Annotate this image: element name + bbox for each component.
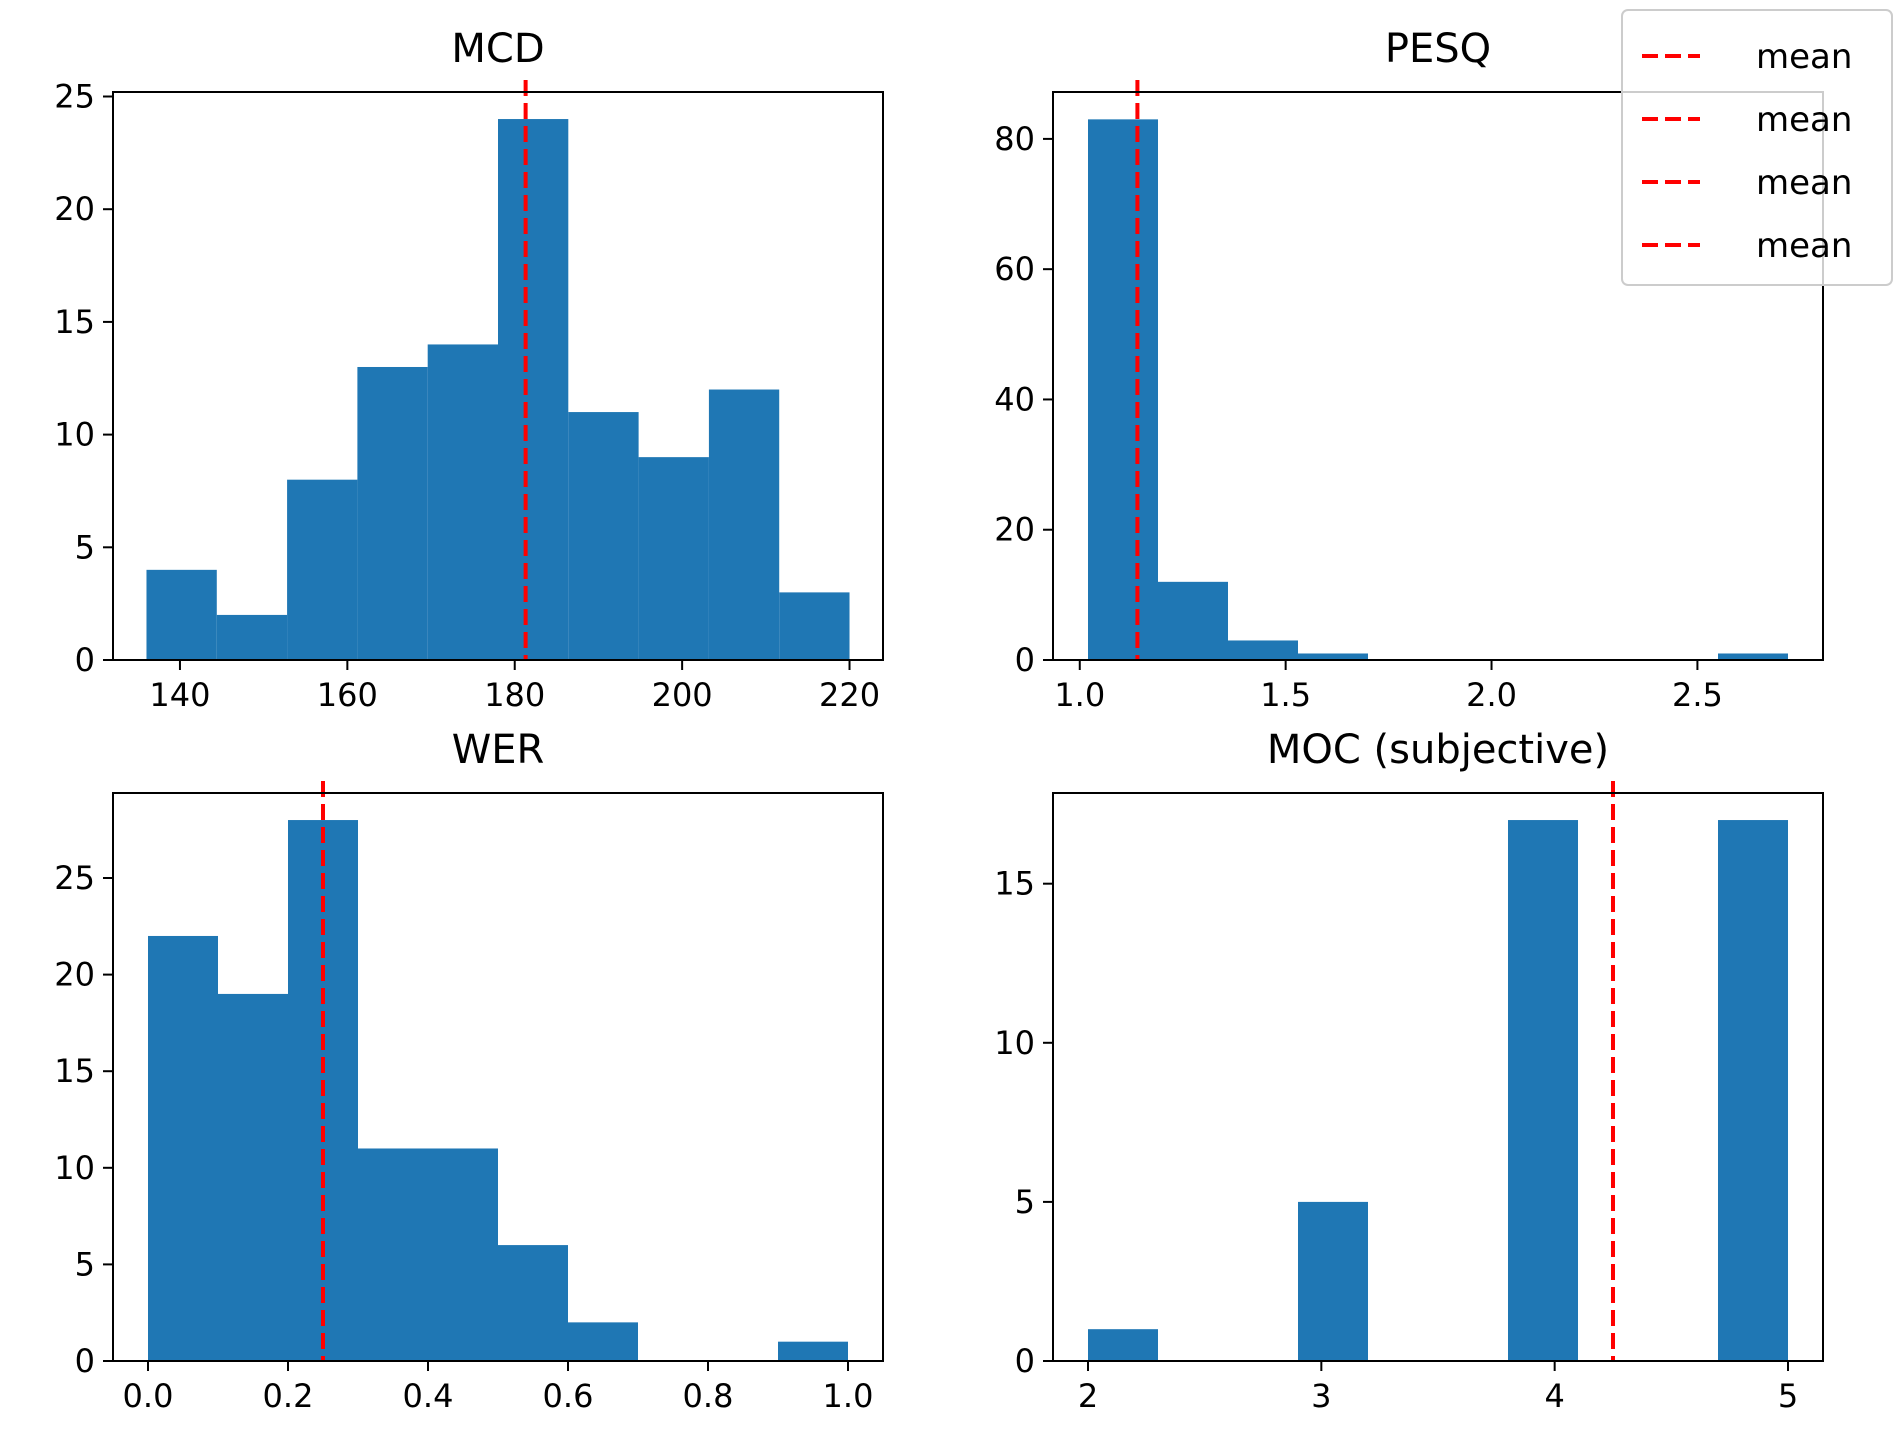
y-tick-label: 5: [75, 1245, 95, 1283]
x-tick-label: 180: [484, 676, 545, 714]
histogram-bar: [427, 344, 498, 660]
x-tick-label: 4: [1544, 1377, 1564, 1415]
y-tick-label: 10: [54, 416, 95, 454]
histogram-bar: [708, 389, 780, 660]
subplot-1: 1.0 1.5 2.0 2.5 0 20 40 60 80 PESQ: [994, 26, 1824, 714]
y-tick-label: 15: [994, 865, 1035, 903]
legend-label: mean: [1756, 100, 1852, 140]
x-tick-label: 1.0: [1054, 676, 1105, 714]
x-tick-label: 0.4: [403, 1377, 454, 1415]
subplot-title: WER: [452, 727, 545, 773]
y-tick-label: 0: [1015, 641, 1035, 679]
histogram-bar: [1298, 1201, 1368, 1361]
histogram-bar: [778, 1341, 848, 1361]
histogram-bar: [146, 569, 217, 660]
subplot-title: PESQ: [1385, 26, 1491, 72]
legend-label: mean: [1756, 37, 1852, 77]
x-tick-label: 220: [819, 676, 880, 714]
y-tick-label: 10: [54, 1149, 95, 1187]
histogram-bar: [218, 993, 288, 1361]
y-tick-label: 80: [994, 120, 1035, 158]
histogram-bar: [568, 1322, 638, 1361]
x-tick-label: 0.6: [543, 1377, 594, 1415]
y-tick-label: 40: [994, 380, 1035, 418]
legend-label: mean: [1756, 226, 1852, 266]
x-tick-label: 3: [1311, 1377, 1331, 1415]
legend-label: mean: [1756, 163, 1852, 203]
histogram-bar: [428, 1148, 498, 1361]
legend: mean mean mean mean: [1621, 9, 1893, 286]
y-tick-label: 5: [75, 528, 95, 566]
axes-frame: [112, 91, 884, 661]
subplot-title: MCD: [451, 26, 544, 72]
y-tick-label: 25: [54, 78, 95, 116]
histogram-bar: [358, 1148, 428, 1361]
histogram-bar: [357, 366, 428, 660]
y-tick-label: 0: [1015, 1342, 1035, 1380]
y-tick-label: 25: [54, 859, 95, 897]
axes-frame: [1052, 792, 1824, 1362]
histogram-bar: [1088, 119, 1158, 661]
histogram-bar: [1718, 653, 1788, 660]
y-tick-label: 5: [1015, 1183, 1035, 1221]
y-tick-label: 10: [994, 1024, 1035, 1062]
histogram-bar: [638, 457, 709, 660]
y-tick-label: 15: [54, 1052, 95, 1090]
x-tick-label: 1.5: [1260, 676, 1311, 714]
axes-frame: [112, 792, 884, 1362]
histogram-bar: [498, 1245, 568, 1361]
x-tick-label: 2.5: [1672, 676, 1723, 714]
x-tick-label: 140: [149, 676, 210, 714]
histogram-bar: [1158, 581, 1228, 660]
histogram-bar: [1508, 820, 1578, 1361]
subplot-3: 2 3 4 5 0 5 10 15 MOC (subjective): [994, 727, 1824, 1415]
histogram-bar: [216, 614, 288, 660]
histogram-bar: [779, 592, 850, 660]
histogram-bar: [568, 412, 639, 660]
subplot-0: 140 160 180 200 220 0 5 10 15 20 25 MCD: [54, 26, 884, 714]
axes-frame: [1052, 91, 1824, 661]
x-tick-label: 160: [317, 676, 378, 714]
x-tick-label: 5: [1778, 1377, 1798, 1415]
histogram-bar: [1228, 640, 1298, 660]
x-tick-label: 2: [1078, 1377, 1098, 1415]
y-tick-label: 0: [75, 641, 95, 679]
histogram-bar: [498, 119, 569, 661]
x-tick-label: 200: [652, 676, 713, 714]
x-tick-label: 0.2: [263, 1377, 314, 1415]
subplot-2: 0.0 0.2 0.4 0.6 0.8 1.0 0 5 10 15 20 25 WER: [54, 727, 884, 1415]
subplot-title: MOC (subjective): [1267, 727, 1609, 773]
histogram-bar: [287, 479, 358, 660]
histogram-bar: [1088, 1329, 1158, 1361]
x-tick-label: 0.0: [123, 1377, 174, 1415]
x-tick-label: 2.0: [1466, 676, 1517, 714]
y-tick-label: 60: [994, 250, 1035, 288]
y-tick-label: 0: [75, 1342, 95, 1380]
histogram-bar: [148, 935, 218, 1361]
x-tick-label: 1.0: [823, 1377, 874, 1415]
y-tick-label: 20: [54, 190, 95, 228]
y-tick-label: 20: [994, 511, 1035, 549]
histogram-bar: [1718, 820, 1788, 1361]
y-tick-label: 20: [54, 956, 95, 994]
y-tick-label: 15: [54, 303, 95, 341]
x-tick-label: 0.8: [683, 1377, 734, 1415]
legend-frame: [1621, 9, 1893, 286]
histogram-bar: [1298, 653, 1368, 660]
